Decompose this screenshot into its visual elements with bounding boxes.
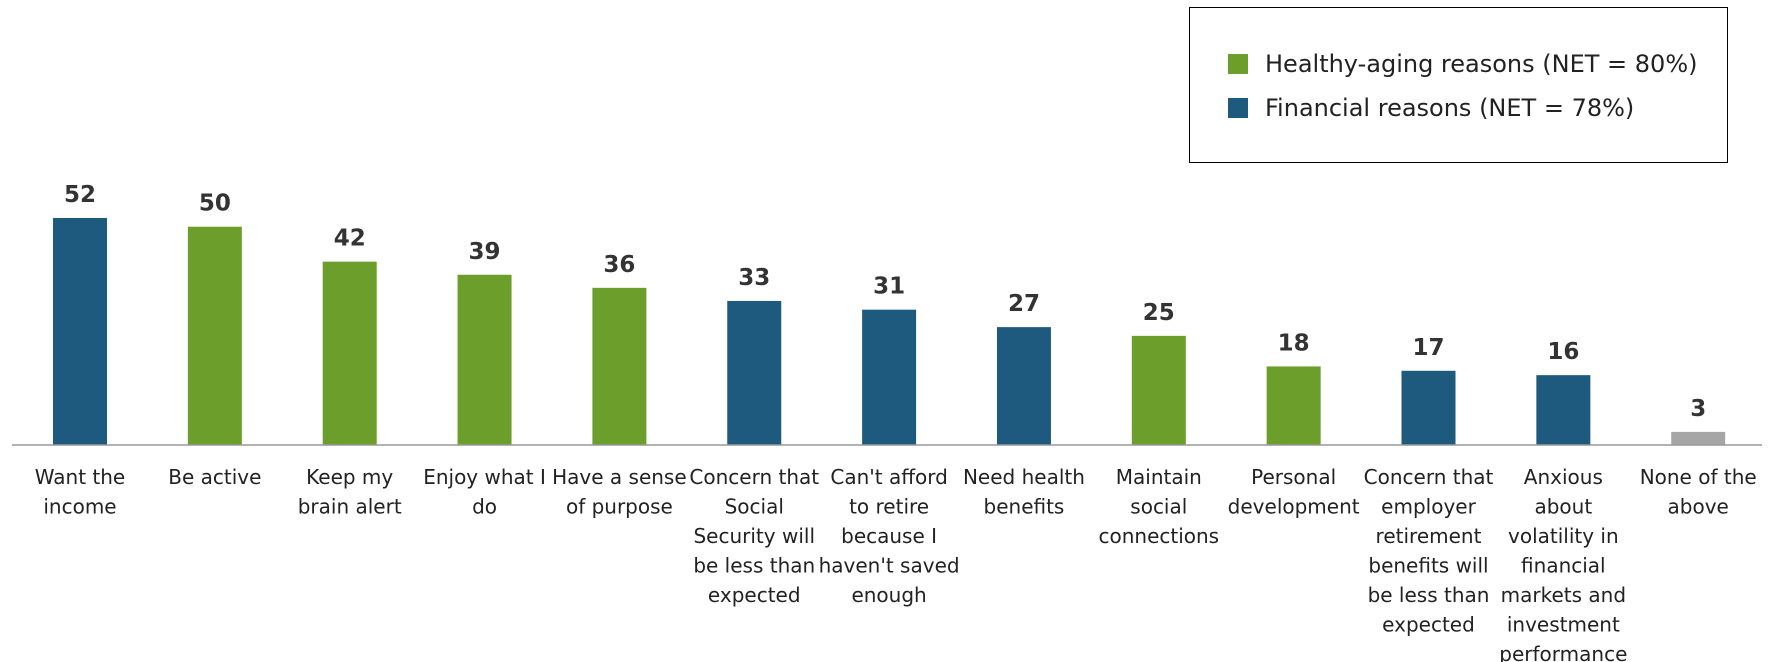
value-label-9: 25 [1143, 300, 1175, 326]
bar-6 [727, 300, 782, 445]
value-label-12: 16 [1547, 339, 1579, 365]
value-label-6: 33 [738, 265, 770, 291]
bar-12 [1536, 375, 1591, 445]
bar-11 [1401, 370, 1456, 445]
category-labels-group: Want the income Be active Keep my brain aler… [35, 465, 1757, 662]
legend-item-healthy: Healthy-aging reasons (NET = 80%) [1228, 50, 1698, 78]
category-label-3: Keep my brain alert [298, 465, 402, 519]
value-label-7: 31 [873, 274, 905, 300]
legend-item-financial: Financial reasons (NET = 78%) [1228, 94, 1634, 122]
value-label-11: 17 [1412, 335, 1444, 361]
bar-5 [592, 287, 647, 445]
bar-7 [862, 309, 917, 445]
legend: Healthy-aging reasons (NET = 80%) Financ… [1189, 7, 1728, 163]
bar-1 [53, 218, 107, 445]
value-labels-group: 52 50 42 39 36 33 31 27 25 18 17 16 3 [64, 182, 1706, 422]
bar-4 [457, 274, 512, 445]
bar-9 [1131, 335, 1186, 445]
value-label-5: 36 [603, 252, 635, 278]
value-label-3: 42 [334, 226, 366, 252]
bar-2 [187, 226, 242, 445]
value-label-8: 27 [1008, 291, 1040, 317]
legend-swatch-financial [1228, 98, 1248, 118]
legend-label-healthy: Healthy-aging reasons (NET = 80%) [1265, 50, 1698, 78]
category-label-8: Need health benefits [963, 465, 1085, 519]
bar-8 [996, 327, 1051, 445]
legend-label-financial: Financial reasons (NET = 78%) [1265, 94, 1635, 122]
category-label-5: Have a sense of purpose [552, 465, 687, 519]
bars-group [53, 218, 1726, 445]
category-label-13: None of the above [1640, 465, 1757, 519]
legend-swatch-healthy [1228, 54, 1248, 74]
category-label-2: Be active [168, 465, 261, 489]
value-label-2: 50 [199, 191, 231, 217]
category-label-12: Anxious about volatility in financial market… [1499, 465, 1627, 662]
value-label-10: 18 [1278, 330, 1310, 356]
category-label-10: Personal development [1228, 465, 1360, 519]
bar-13 [1671, 431, 1726, 445]
category-label-11: Concern that employer retirement benefits w… [1364, 465, 1494, 637]
value-label-1: 52 [64, 182, 96, 208]
category-label-1: Want the income [35, 465, 125, 519]
bar-10 [1266, 366, 1321, 445]
category-label-6: Concern that Social Security will be less t… [689, 465, 819, 607]
bar-3 [322, 261, 377, 445]
category-label-9: Maintain social connections [1098, 465, 1219, 548]
value-label-13: 3 [1690, 396, 1706, 422]
value-label-4: 39 [469, 239, 501, 265]
